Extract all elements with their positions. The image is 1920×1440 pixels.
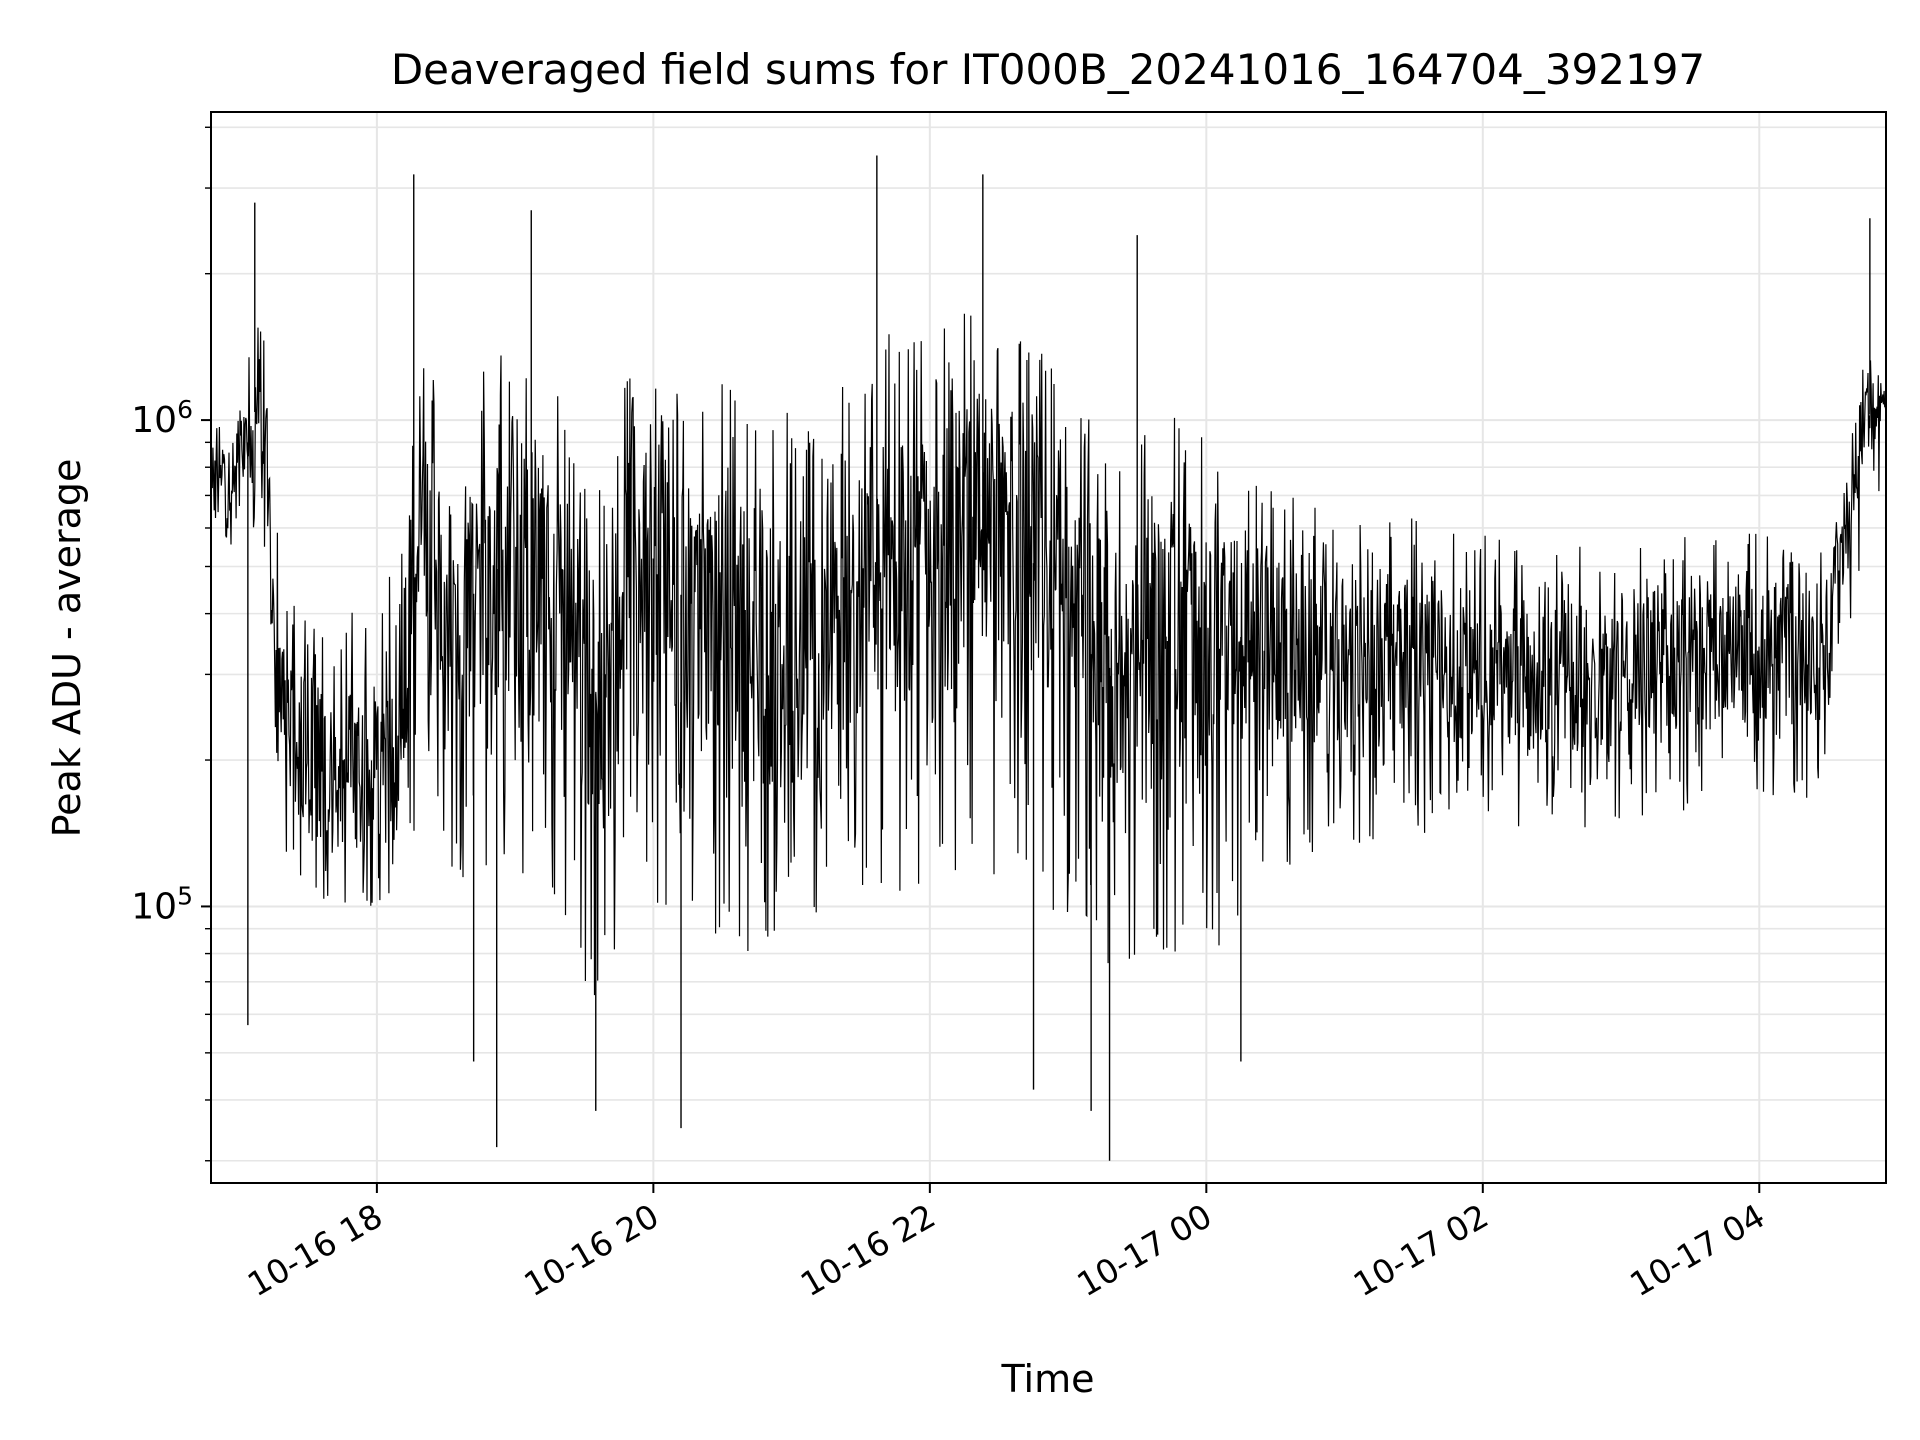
series-layer bbox=[211, 155, 1886, 1161]
y-tick-label: 106 bbox=[131, 395, 193, 441]
grid-lines bbox=[211, 112, 1886, 1183]
chart-title: Deaveraged field sums for IT000B_2024101… bbox=[391, 45, 1705, 94]
x-axis-label: Time bbox=[1001, 1357, 1095, 1401]
y-tick-label: 105 bbox=[131, 881, 193, 927]
plot-frame bbox=[210, 111, 1887, 1184]
y-axis-label: Peak ADU - average bbox=[45, 459, 89, 838]
series-line bbox=[211, 313, 1886, 996]
